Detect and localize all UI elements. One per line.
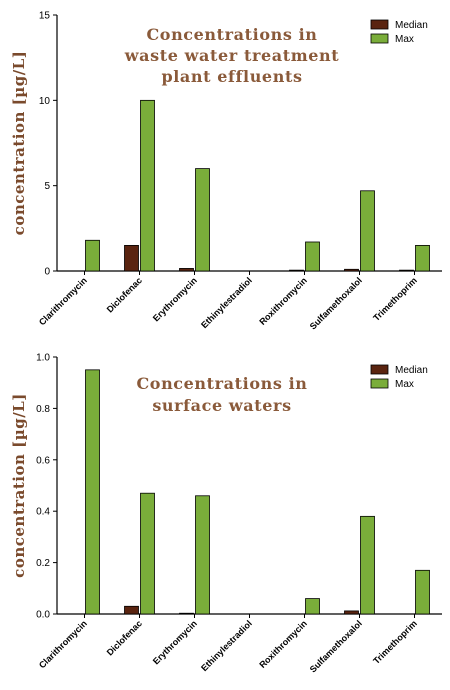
bar-median-erythromycin xyxy=(179,268,194,272)
bar-median-trimethoprim xyxy=(399,269,414,272)
bar-max-sulfamethoxalol xyxy=(360,190,375,272)
x-category-label: Clarithromycin xyxy=(37,618,89,670)
x-category-label: Roxithromycin xyxy=(257,275,309,327)
bar-median-sulfamethoxalol xyxy=(344,268,359,272)
legend-label-median: Median xyxy=(395,365,428,376)
y-axis-label: concentration [µg/L] xyxy=(10,393,28,578)
y-tick-label: 0 xyxy=(44,267,50,278)
chart-title-line: plant effluents xyxy=(161,67,302,86)
x-category-label: Trimethoprim xyxy=(371,618,419,666)
bar-max-erythromycin xyxy=(195,495,210,615)
y-tick-label: 0.4 xyxy=(36,507,50,518)
bar-max-trimethoprim xyxy=(415,244,430,272)
y-tick-label: 0.0 xyxy=(36,610,50,621)
y-tick-label: 0.6 xyxy=(36,455,50,466)
x-category-label: Sulfamethoxalol xyxy=(308,618,364,674)
bar-max-diclofenac xyxy=(140,492,155,615)
legend-swatch-max xyxy=(370,378,389,389)
y-tick-label: 5 xyxy=(44,181,50,192)
chart-title-line: waste water treatment xyxy=(124,46,340,65)
y-tick-label: 0.2 xyxy=(36,558,50,569)
y-tick-label: 15 xyxy=(39,11,51,22)
x-category-label: Erythromycin xyxy=(151,618,199,666)
y-axis-label: concentration [µg/L] xyxy=(10,51,28,236)
legend-swatch-median xyxy=(370,19,389,30)
bar-max-clarithromycin xyxy=(85,239,100,272)
x-category-label: Roxithromycin xyxy=(257,618,309,670)
legend-swatch-median xyxy=(370,364,389,375)
bar-median-diclofenac xyxy=(124,605,139,615)
bar-max-roxithromycin xyxy=(305,598,320,615)
bar-max-trimethoprim xyxy=(415,569,430,615)
x-category-label: Ethinylestradiol xyxy=(199,618,254,673)
legend-label-max: Max xyxy=(395,379,414,390)
bar-max-diclofenac xyxy=(140,99,155,272)
x-category-label: Trimethoprim xyxy=(371,275,419,323)
x-category-label: Diclofenac xyxy=(105,618,144,657)
bar-median-erythromycin xyxy=(179,612,194,615)
x-category-label: Diclofenac xyxy=(105,275,144,314)
legend-label-max: Max xyxy=(395,34,414,45)
bar-max-erythromycin xyxy=(195,168,210,272)
chart-title-line: Concentrations in xyxy=(146,25,317,44)
chart-2: 0.0 0.2 0.4 0.6 0.8 1.0 concentration [µg/L] Cl… xyxy=(10,353,442,675)
chart-1: 0 5 10 15 concentration [µg/L] Clarithromycin… xyxy=(10,11,442,332)
chart-title-line: surface waters xyxy=(152,396,291,415)
chart-title-line: Concentrations in xyxy=(136,374,307,393)
bar-max-sulfamethoxalol xyxy=(360,515,375,615)
bar-max-roxithromycin xyxy=(305,241,320,272)
y-tick-label: 0.8 xyxy=(36,404,50,415)
bar-median-diclofenac xyxy=(124,244,139,272)
bar-median-roxithromycin xyxy=(289,269,304,272)
x-category-label: Ethinylestradiol xyxy=(199,275,254,330)
x-category-label: Erythromycin xyxy=(151,275,199,323)
x-category-label: Sulfamethoxalol xyxy=(308,275,364,331)
legend-label-median: Median xyxy=(395,20,428,31)
legend-swatch-max xyxy=(370,33,389,44)
x-category-label: Clarithromycin xyxy=(37,275,89,327)
y-tick-label: 10 xyxy=(39,96,51,107)
y-tick-label: 1.0 xyxy=(36,353,50,364)
bar-median-sulfamethoxalol xyxy=(344,610,359,615)
bar-max-clarithromycin xyxy=(85,369,100,615)
